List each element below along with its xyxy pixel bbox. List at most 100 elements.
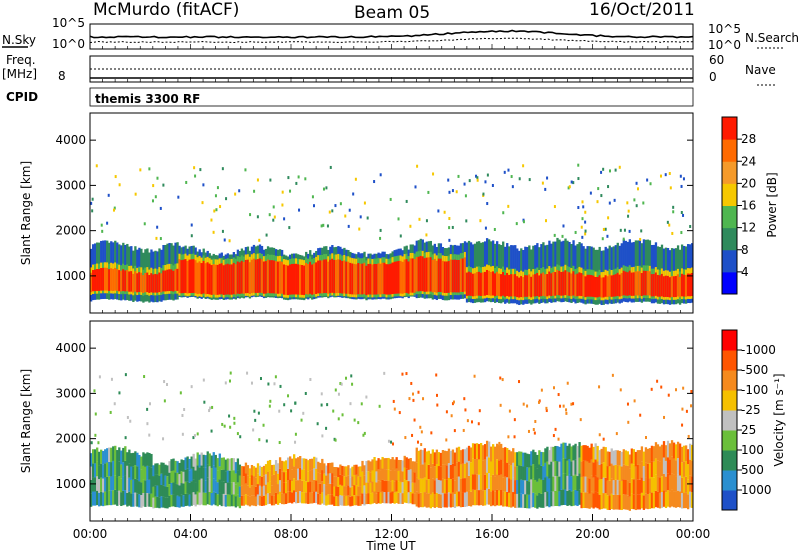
velocity-speckle — [452, 400, 455, 404]
velocity-cell — [415, 462, 418, 478]
velocity-cell — [475, 489, 479, 506]
velocity-cell — [684, 445, 688, 462]
velocity-cell — [234, 462, 238, 474]
velocity-cell — [152, 497, 155, 509]
velocity-cell — [538, 464, 541, 479]
velocity-cell — [584, 476, 587, 493]
power-speckle — [479, 219, 482, 223]
velocity-cell — [134, 492, 137, 507]
velocity-cell — [367, 460, 370, 472]
velocity-cell — [580, 492, 583, 509]
power-speckle — [253, 189, 256, 193]
power-speckle — [190, 223, 193, 227]
velocity-cell — [678, 475, 682, 492]
velocity-cell — [469, 491, 473, 507]
power-speckle — [596, 200, 599, 204]
power-speckle — [672, 205, 675, 209]
velocity-cell — [457, 446, 461, 462]
velocity-colorbar-frame — [721, 329, 738, 511]
velocity-cell — [190, 493, 193, 506]
velocity-cell — [377, 480, 380, 493]
velocity-cell — [439, 494, 443, 509]
power-core-cell — [437, 258, 441, 292]
velocity-cell — [520, 479, 523, 494]
power-core-cell — [582, 274, 585, 297]
velocity-cell — [518, 493, 521, 508]
velocity-cell — [313, 491, 316, 503]
power-speckle — [476, 178, 479, 182]
power-core-cell — [297, 264, 300, 295]
velocity-cell — [502, 477, 505, 492]
velocity-speckle — [113, 402, 116, 406]
power-speckle — [100, 223, 103, 227]
velocity-cell — [94, 491, 97, 506]
velocity-cell — [455, 447, 459, 463]
velocity-cell — [188, 458, 191, 471]
velocity-cell — [562, 473, 565, 490]
velocity-cell — [415, 491, 418, 507]
velocity-cell — [658, 477, 662, 493]
velocity-cell — [176, 495, 179, 508]
velocity-cell — [686, 464, 690, 480]
velocity-cell — [479, 458, 483, 475]
velocity-cell — [268, 481, 272, 493]
velocity-cell — [337, 467, 340, 478]
velocity-cell — [280, 482, 284, 494]
velocity-cell — [500, 459, 503, 475]
velocity-cell — [393, 492, 396, 504]
velocity-cell — [329, 473, 332, 484]
velocity-cell — [536, 454, 539, 469]
velocity-speckle — [287, 394, 290, 398]
velocity-cell — [132, 493, 135, 507]
power-core-cell — [291, 263, 294, 295]
velocity-cell — [319, 473, 322, 484]
velocity-cell — [634, 466, 638, 481]
power-core-cell — [329, 259, 332, 294]
power-core-cell — [264, 261, 268, 294]
power-core-cell — [258, 258, 262, 293]
velocity-cell — [128, 477, 131, 492]
power-core-cell — [230, 264, 234, 295]
velocity-speckle — [690, 390, 693, 394]
velocity-cell — [524, 494, 527, 509]
velocity-cell — [670, 456, 674, 474]
velocity-cell — [124, 446, 127, 461]
velocity-cell — [592, 493, 595, 509]
velocity-cell — [421, 464, 424, 479]
power-core-cell — [457, 260, 461, 293]
velocity-cell — [377, 458, 380, 470]
velocity-cell — [250, 485, 254, 496]
power-core-cell — [142, 275, 145, 293]
velocity-cell — [299, 479, 302, 492]
velocity-cell — [156, 485, 159, 497]
velocity-cell — [104, 477, 107, 492]
velocity-speckle — [562, 404, 565, 408]
power-core-cell — [204, 263, 207, 295]
velocity-cell — [325, 485, 328, 496]
velocity-cell — [512, 492, 515, 507]
velocity-cell — [439, 452, 443, 467]
power-core-cell — [110, 268, 113, 291]
velocity-cell — [150, 480, 153, 494]
power-core-cell — [427, 257, 430, 292]
power-core-cell — [634, 271, 638, 296]
velocity-cell — [274, 481, 278, 493]
velocity-cell — [656, 460, 660, 477]
power-speckle — [561, 234, 564, 238]
power-speckle — [484, 226, 487, 230]
velocity-cell — [620, 451, 623, 467]
velocity-cell — [226, 494, 229, 507]
velocity-cell — [343, 476, 346, 487]
velocity-cell — [188, 470, 191, 483]
velocity-speckle — [228, 414, 231, 418]
power-speckle — [562, 224, 565, 228]
velocity-cell — [375, 493, 378, 505]
velocity-cell — [435, 463, 439, 479]
velocity-cell — [291, 458, 294, 470]
velocity-cell — [562, 489, 565, 505]
velocity-cell — [485, 456, 489, 473]
velocity-cell — [162, 462, 165, 474]
velocity-cell — [234, 496, 238, 508]
power-core-cell — [461, 258, 465, 292]
